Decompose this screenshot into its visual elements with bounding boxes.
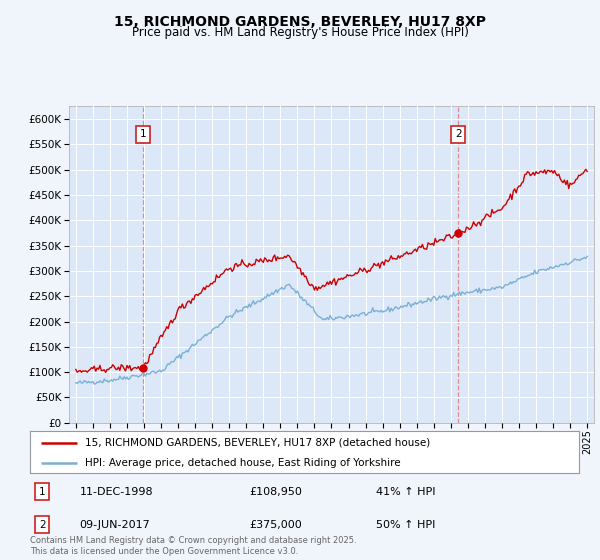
Text: 09-JUN-2017: 09-JUN-2017 <box>79 520 150 530</box>
Text: 1: 1 <box>39 487 46 497</box>
Text: Contains HM Land Registry data © Crown copyright and database right 2025.
This d: Contains HM Land Registry data © Crown c… <box>30 536 356 556</box>
Text: £375,000: £375,000 <box>250 520 302 530</box>
Text: £108,950: £108,950 <box>250 487 302 497</box>
Text: 1: 1 <box>140 129 146 139</box>
Text: 2: 2 <box>39 520 46 530</box>
Text: 2: 2 <box>455 129 461 139</box>
Text: 15, RICHMOND GARDENS, BEVERLEY, HU17 8XP: 15, RICHMOND GARDENS, BEVERLEY, HU17 8XP <box>114 15 486 29</box>
Text: 15, RICHMOND GARDENS, BEVERLEY, HU17 8XP (detached house): 15, RICHMOND GARDENS, BEVERLEY, HU17 8XP… <box>85 438 430 448</box>
Text: 11-DEC-1998: 11-DEC-1998 <box>79 487 153 497</box>
Text: Price paid vs. HM Land Registry's House Price Index (HPI): Price paid vs. HM Land Registry's House … <box>131 26 469 39</box>
Text: HPI: Average price, detached house, East Riding of Yorkshire: HPI: Average price, detached house, East… <box>85 458 401 468</box>
Text: 50% ↑ HPI: 50% ↑ HPI <box>376 520 435 530</box>
Text: 41% ↑ HPI: 41% ↑ HPI <box>376 487 436 497</box>
